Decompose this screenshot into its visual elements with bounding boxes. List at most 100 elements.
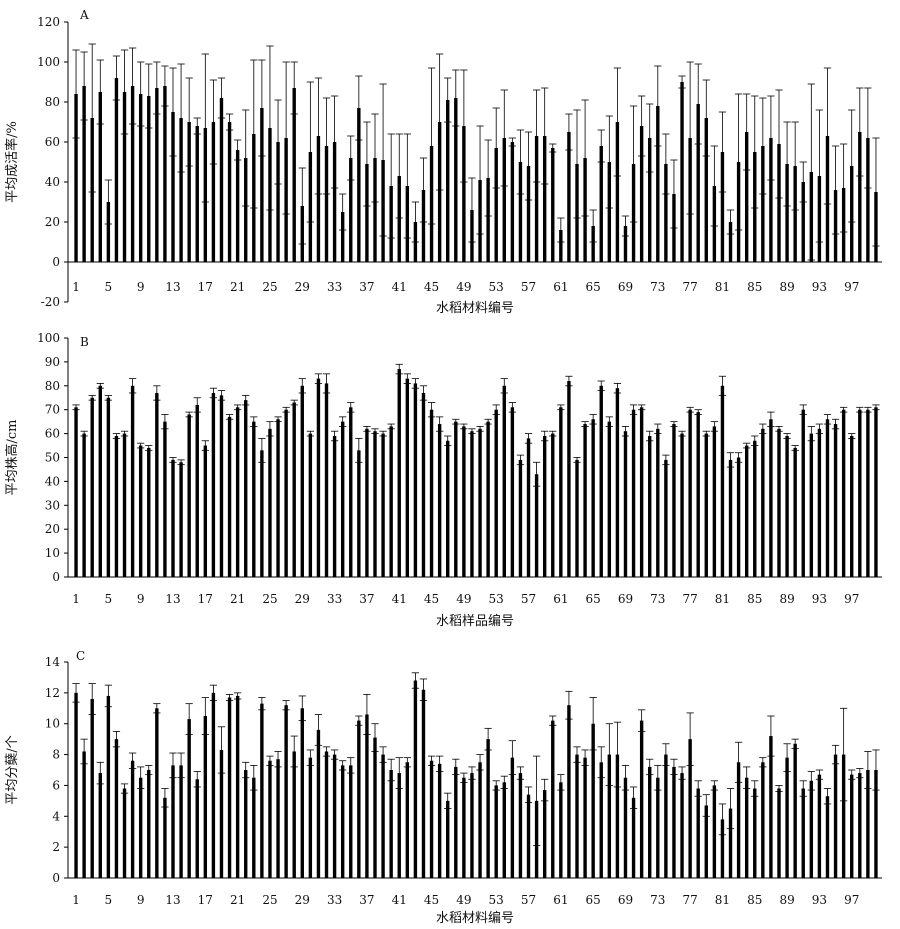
bar [599, 146, 603, 262]
x-tick-label: 97 [844, 280, 859, 294]
bar [413, 680, 418, 878]
x-tick-label: 41 [392, 592, 407, 606]
bar [187, 414, 191, 577]
bar [421, 392, 426, 577]
bar [631, 409, 636, 577]
bar [357, 450, 361, 577]
bar [82, 86, 86, 262]
bar [227, 697, 232, 878]
bar [397, 369, 401, 577]
bar [478, 428, 482, 577]
panel-label: C [76, 649, 85, 663]
bar [163, 421, 167, 577]
bar [664, 164, 668, 262]
bar [373, 158, 377, 262]
bar [486, 739, 490, 878]
x-tick-label: 33 [327, 893, 342, 907]
bar [607, 754, 612, 878]
bar [179, 118, 183, 262]
x-tick-label: 21 [230, 592, 245, 606]
bar [502, 138, 506, 262]
x-axis-label: 水稻材料编号 [436, 301, 514, 316]
bar [648, 138, 652, 262]
x-tick-label: 9 [137, 280, 145, 294]
y-tick-label: 8 [52, 748, 60, 762]
bar [147, 770, 151, 878]
y-tick-label: 2 [52, 840, 60, 854]
x-tick-label: 25 [262, 280, 277, 294]
bar [171, 765, 175, 878]
bar [720, 819, 725, 878]
bar [744, 777, 749, 878]
bar [470, 773, 474, 878]
bar [381, 754, 385, 878]
y-tick-label: 60 [45, 135, 60, 149]
x-tick-label: 5 [105, 592, 113, 606]
x-tick-label: 69 [618, 893, 633, 907]
x-tick-label: 21 [230, 893, 245, 907]
bar [825, 419, 830, 577]
bar [858, 132, 862, 262]
bar [769, 736, 773, 878]
bar [478, 762, 482, 878]
y-tick-label: 10 [45, 546, 60, 560]
bar [801, 409, 805, 577]
bar [219, 98, 224, 262]
bar [874, 407, 878, 577]
bar [268, 428, 272, 577]
bar [510, 757, 515, 878]
bar [559, 782, 563, 878]
bar [599, 385, 603, 577]
bar [817, 774, 822, 878]
bar [147, 96, 151, 262]
bar [542, 136, 547, 262]
bar [591, 419, 595, 577]
x-tick-label: 13 [165, 893, 180, 907]
bar [235, 407, 240, 577]
bar [615, 122, 620, 262]
bar [155, 708, 159, 878]
x-tick-label: 61 [553, 592, 568, 606]
bar [454, 766, 458, 878]
bar [300, 708, 304, 878]
y-tick-label: 0 [52, 255, 60, 269]
bar [753, 788, 757, 878]
x-tick-label: 93 [812, 592, 827, 606]
bar [381, 433, 385, 577]
bar [349, 407, 353, 577]
bar [268, 760, 272, 878]
bar [551, 720, 555, 878]
bar [106, 202, 111, 262]
panel-label: A [79, 8, 89, 22]
bar [300, 385, 304, 577]
x-tick-label: 85 [747, 893, 762, 907]
bar [114, 435, 119, 577]
bar [340, 421, 345, 577]
bar [850, 774, 854, 878]
bar [542, 790, 547, 878]
bar [777, 788, 781, 878]
bar [195, 126, 199, 262]
bar [841, 409, 846, 577]
bar [276, 419, 280, 577]
bar [429, 409, 434, 577]
x-tick-label: 17 [198, 592, 213, 606]
y-tick-label: 50 [45, 451, 60, 465]
bar [518, 459, 523, 577]
bar [615, 754, 620, 878]
y-tick-label: 6 [52, 778, 60, 792]
bar [252, 421, 256, 577]
bar [179, 462, 183, 577]
bar [583, 424, 587, 577]
bar [728, 808, 733, 878]
bar [340, 765, 345, 878]
bar [744, 132, 749, 262]
bar [349, 765, 353, 878]
bar [841, 754, 846, 878]
x-tick-label: 41 [392, 280, 407, 294]
y-tick-label: 14 [45, 655, 61, 669]
bar [122, 788, 127, 878]
bar [526, 166, 531, 262]
bar [639, 126, 644, 262]
bar [130, 385, 135, 577]
